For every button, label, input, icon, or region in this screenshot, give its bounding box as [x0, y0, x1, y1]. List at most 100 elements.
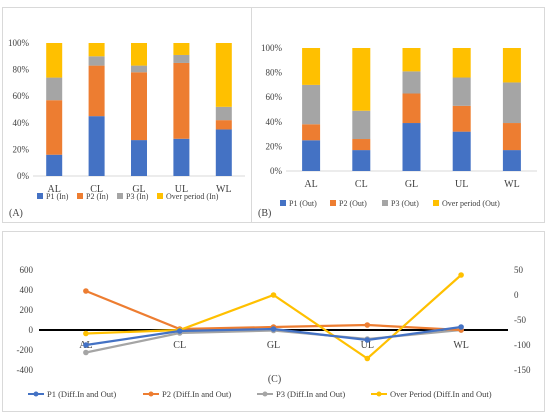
bar-segment [173, 138, 190, 176]
y-tick-label: 0 [29, 325, 34, 335]
data-point [364, 355, 371, 362]
y-tick-label: -400 [17, 365, 34, 375]
y-tick-label: 0% [270, 166, 283, 176]
x-tick-label: CL [355, 179, 368, 190]
y-tick-label: 80% [13, 65, 30, 75]
bar-segment [352, 139, 371, 151]
data-point [83, 288, 89, 294]
x-tick-label: GL [405, 179, 418, 190]
bar-segment [46, 154, 63, 176]
legend-label: P1 (In) [46, 192, 69, 201]
panel-label: (C) [268, 374, 281, 385]
x-tick-label: CL [173, 340, 186, 351]
bar-segment [452, 48, 471, 78]
line-chart: -400-2000200400600-150-100-50050ALCLGLUL… [17, 265, 531, 399]
legend-label: Over period (In) [166, 192, 219, 201]
bar-segment [131, 140, 147, 176]
legend-swatch [77, 193, 83, 199]
data-point [83, 342, 89, 348]
legend-marker [148, 391, 154, 397]
legend-label: P1 (Out) [289, 199, 317, 208]
data-point [458, 324, 464, 330]
legend-swatch [117, 193, 123, 199]
data-point [364, 322, 371, 328]
y-tick-label: 20% [266, 141, 283, 151]
bar-segment [402, 48, 421, 72]
y2-tick-label: 0 [514, 290, 519, 300]
data-point [364, 337, 371, 343]
panel-label: (B) [258, 208, 271, 219]
legend-swatch [157, 193, 163, 199]
bar-segment [402, 123, 421, 171]
bar-segment [88, 65, 105, 117]
legend-swatch [37, 193, 43, 199]
x-tick-label: UL [361, 340, 374, 351]
y-tick-label: 80% [266, 68, 283, 78]
bar-segment [131, 65, 147, 73]
bar-segment [452, 77, 471, 106]
y2-tick-label: -150 [514, 365, 531, 375]
bar-segment [173, 54, 190, 63]
bar-segment [173, 43, 190, 55]
stacked-bar-chart-1: 0% 20% 40% 60% 80% 100% AL CL GL UL WL (B) P1 (Out) P… [258, 43, 537, 219]
legend-label: P2 (Out) [339, 199, 367, 208]
bar-segment [88, 56, 105, 66]
legend-marker [376, 391, 382, 397]
bar-segment [302, 140, 321, 171]
data-point [458, 272, 464, 278]
data-point [176, 328, 183, 334]
x-tick-label: WL [216, 184, 232, 195]
x-tick-label: AL [304, 179, 317, 190]
bar-segment [502, 48, 521, 83]
bar-segment [402, 93, 421, 124]
chart-panel-c: -400-2000200400600-150-100-50050ALCLGLUL… [2, 231, 545, 412]
legend-label: Over Period (Diff.In and Out) [390, 389, 492, 399]
y-tick-label: 600 [20, 265, 34, 275]
legend-swatch [330, 200, 336, 206]
bar-segment [131, 72, 147, 141]
bar-segment [502, 123, 521, 151]
bar-segment [402, 71, 421, 94]
bar-segment [302, 84, 321, 125]
y-tick-label: 60% [13, 91, 30, 101]
bar-segment [88, 116, 105, 176]
y-tick-label: 200 [20, 305, 34, 315]
x-tick-label: CL [90, 184, 103, 195]
bar-segment [502, 150, 521, 171]
data-point [83, 349, 89, 356]
bar-segment [215, 43, 232, 107]
y-tick-label: 40% [266, 117, 283, 127]
bar-segment [215, 106, 232, 121]
x-tick-label: AL [48, 184, 61, 195]
y-tick-label: 100% [261, 43, 283, 53]
y2-tick-label: 50 [514, 265, 524, 275]
panel-label: (A) [9, 208, 23, 219]
legend-label: P2 (Diff.In and Out) [162, 389, 231, 399]
bar-segment [352, 110, 371, 140]
stacked-bar-chart-0: 0% 20% 40% 60% 80% 100% AL CL GL UL WL (A) P1 (In) P2… [8, 38, 245, 219]
y-tick-label: 400 [20, 285, 34, 295]
x-tick-label: UL [455, 179, 468, 190]
bar-segment [131, 43, 147, 66]
chart-panel-b: 0% 20% 40% 60% 80% 100% AL CL GL UL WL (B) P1 (Out) P… [251, 7, 545, 223]
y2-tick-label: -50 [514, 315, 526, 325]
data-point [83, 330, 89, 337]
legend-label: P3 (Diff.In and Out) [276, 389, 345, 399]
bar-segment [302, 124, 321, 141]
bar-segment [46, 77, 63, 101]
bar-segment [88, 43, 105, 57]
bar-segment [352, 48, 371, 111]
legend-swatch [382, 200, 388, 206]
y-tick-label: -200 [17, 345, 34, 355]
legend-marker [33, 391, 39, 397]
y-tick-label: 0% [17, 171, 30, 181]
y-tick-label: 100% [8, 38, 30, 48]
bar-segment [215, 120, 232, 130]
legend-swatch [280, 200, 286, 206]
legend-label: P1 (Diff.In and Out) [47, 389, 116, 399]
x-tick-label: UL [175, 184, 188, 195]
y-tick-label: 20% [13, 144, 30, 154]
data-point [270, 292, 277, 298]
y2-tick-label: -100 [514, 340, 531, 350]
bar-segment [452, 105, 471, 132]
